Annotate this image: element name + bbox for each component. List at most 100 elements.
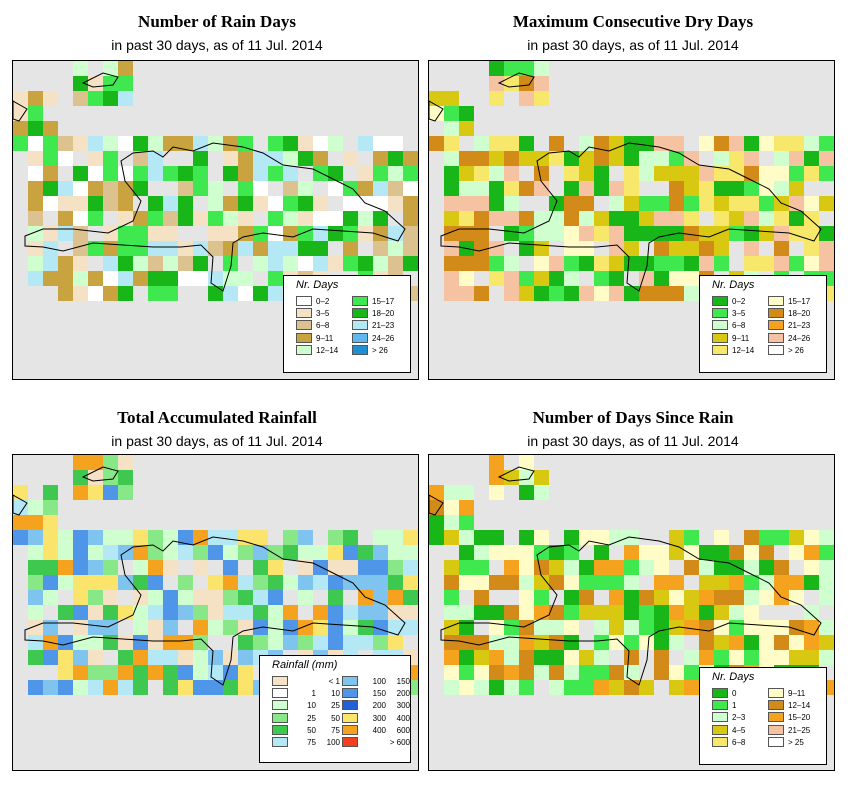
legend-range-hi: > 600 bbox=[389, 738, 410, 747]
grid-cell bbox=[624, 166, 639, 181]
coastline bbox=[24, 536, 406, 686]
grid-cell bbox=[759, 560, 774, 575]
grid-cell bbox=[88, 680, 103, 695]
legend-item: 0–2 bbox=[712, 296, 745, 307]
grid-cell bbox=[564, 226, 579, 241]
grid-cell bbox=[624, 151, 639, 166]
grid-cell bbox=[28, 256, 43, 271]
legend-label: 15–17 bbox=[372, 297, 395, 306]
grid-cell bbox=[223, 166, 238, 181]
grid-cell bbox=[178, 181, 193, 196]
legend-item: 400 600 bbox=[342, 724, 410, 736]
grid-cell bbox=[103, 680, 118, 695]
grid-cell bbox=[444, 680, 459, 695]
grid-cells bbox=[429, 455, 834, 695]
grid-cell bbox=[373, 620, 388, 635]
grid-cell bbox=[88, 620, 103, 635]
legend-swatch bbox=[272, 724, 288, 735]
grid-cell bbox=[193, 545, 208, 560]
grid-cell bbox=[504, 470, 519, 485]
grid-cell bbox=[654, 256, 669, 271]
grid-cell bbox=[624, 545, 639, 560]
grid-cell bbox=[579, 605, 594, 620]
grid-cell bbox=[594, 665, 609, 680]
grid-cell bbox=[594, 680, 609, 695]
grid-cell bbox=[594, 181, 609, 196]
grid-cell bbox=[549, 211, 564, 226]
panel-title: Total Accumulated Rainfall bbox=[117, 408, 317, 427]
grid-cell bbox=[43, 136, 58, 151]
grid-cell bbox=[474, 545, 489, 560]
grid-cell bbox=[343, 575, 358, 590]
grid-cell bbox=[714, 650, 729, 665]
legend-label: 2–3 bbox=[732, 713, 746, 723]
grid-cell bbox=[148, 605, 163, 620]
grid-cell bbox=[313, 620, 328, 635]
grid-cell bbox=[178, 605, 193, 620]
legend-label: 21–25 bbox=[788, 725, 811, 735]
grid-cell bbox=[403, 575, 418, 590]
grid-cell bbox=[73, 470, 88, 485]
grid-cell bbox=[343, 256, 358, 271]
grid-cell bbox=[73, 61, 88, 76]
grid-cell bbox=[714, 605, 729, 620]
grid-cell bbox=[313, 635, 328, 650]
grid-cell bbox=[549, 650, 564, 665]
grid-cell bbox=[163, 665, 178, 680]
grid-cell bbox=[669, 271, 684, 286]
grid-cell bbox=[714, 181, 729, 196]
grid-cell bbox=[639, 226, 654, 241]
grid-cell bbox=[534, 650, 549, 665]
grid-cell bbox=[43, 226, 58, 241]
grid-cell bbox=[133, 530, 148, 545]
grid-cell bbox=[43, 91, 58, 106]
grid-cell bbox=[489, 256, 504, 271]
grid-cell bbox=[43, 181, 58, 196]
legend-range-hi: 75 bbox=[331, 725, 340, 735]
grid-cell bbox=[684, 181, 699, 196]
coastline bbox=[13, 494, 28, 516]
grid-cell bbox=[609, 680, 624, 695]
grid-cell bbox=[624, 590, 639, 605]
grid-cell bbox=[148, 545, 163, 560]
grid-cell bbox=[193, 620, 208, 635]
legend-label: > 25 bbox=[788, 737, 804, 747]
grid-cell bbox=[474, 590, 489, 605]
grid-cell bbox=[519, 226, 534, 241]
grid-cell bbox=[534, 286, 549, 301]
grid-cell bbox=[148, 211, 163, 226]
grid-cell bbox=[358, 226, 373, 241]
grid-cell bbox=[118, 211, 133, 226]
grid-cell bbox=[238, 635, 253, 650]
legend-label: 9–11 bbox=[316, 333, 334, 343]
grid-cell bbox=[148, 575, 163, 590]
grid-cell bbox=[819, 650, 834, 665]
coastline bbox=[429, 494, 444, 516]
grid-cell bbox=[579, 680, 594, 695]
grid-cell bbox=[163, 650, 178, 665]
grid-cell bbox=[459, 196, 474, 211]
grid-cell bbox=[789, 151, 804, 166]
grid-cell bbox=[73, 271, 88, 286]
grid-cell bbox=[729, 605, 744, 620]
grid-cell bbox=[444, 151, 459, 166]
map-rainfall: Rainfall (mm) < 1 1 10 10 25 25 50 50 75 75 100 100… bbox=[12, 454, 419, 771]
grid-cell bbox=[373, 605, 388, 620]
grid-cell bbox=[639, 211, 654, 226]
grid-cell bbox=[714, 151, 729, 166]
grid-cell bbox=[744, 166, 759, 181]
grid-cell bbox=[103, 635, 118, 650]
grid-cell bbox=[729, 226, 744, 241]
legend-swatch bbox=[768, 308, 784, 319]
grid-cell bbox=[504, 226, 519, 241]
grid-cell bbox=[579, 286, 594, 301]
grid-cell bbox=[88, 76, 103, 91]
grid-cell bbox=[343, 560, 358, 575]
grid-cell bbox=[403, 226, 418, 241]
grid-cell bbox=[118, 181, 133, 196]
grid-cell bbox=[609, 151, 624, 166]
grid-cell bbox=[429, 515, 444, 530]
grid-cell bbox=[624, 560, 639, 575]
grid-cell bbox=[624, 680, 639, 695]
legend-swatch bbox=[768, 700, 784, 711]
